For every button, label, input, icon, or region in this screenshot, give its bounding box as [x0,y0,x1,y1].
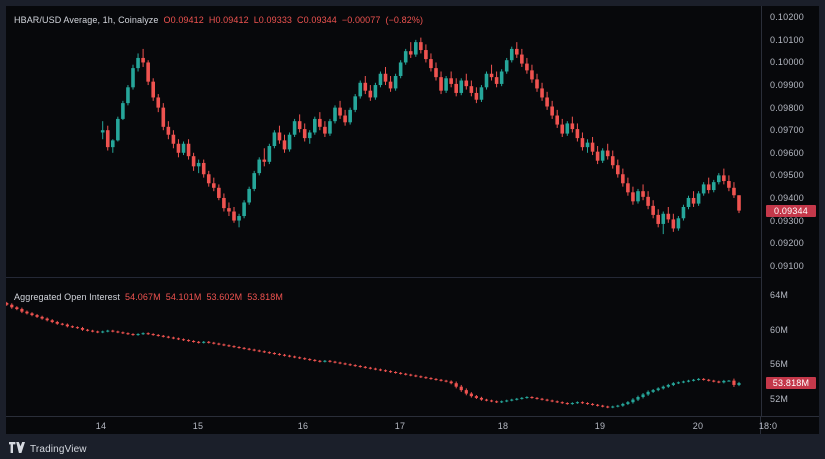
brand-name: TradingView [30,443,87,455]
time-axis-tick: 15 [192,421,204,431]
tradingview-logo-icon [9,440,25,458]
open-interest-series [6,301,741,409]
time-axis-edge [760,417,761,434]
current-oi-badge[interactable]: 53.818M [766,377,816,390]
price-axis-tick: 0.10100 [770,34,804,45]
time-axis-tick: 18 [497,421,509,431]
oi-axis-tick: 60M [770,324,789,335]
time-axis-tick: 20 [692,421,704,431]
price-axis-tick: 0.10000 [770,57,804,68]
price-axis-tick: 0.09600 [770,147,804,158]
chart-panes[interactable] [6,6,761,416]
current-price-badge[interactable]: 0.09344 [766,204,816,217]
price-axis-tick: 0.09200 [770,238,804,249]
chart-frame: HBAR/USD Average, 1h, Coinalyze O0.09412 H… [6,6,819,434]
tradingview-logo[interactable]: TradingView [9,440,87,458]
time-axis-tick: 19 [594,421,606,431]
candlestick-series [100,37,741,235]
price-axis-tick: 0.09700 [770,125,804,136]
oi-axis-tick: 64M [770,290,789,301]
footer-bar: TradingView [0,434,825,459]
time-axis-tick: 16 [297,421,309,431]
time-axis-tick: 14 [95,421,107,431]
price-axis-tick: 0.09500 [770,170,804,181]
price-axis-tick: 0.09300 [770,215,804,226]
price-axis-tick: 0.10200 [770,12,804,23]
pane-divider[interactable] [6,277,761,278]
price-axis-tick: 0.09100 [770,260,804,271]
time-axis-tick: 18:0 [758,421,778,431]
price-pane[interactable] [6,6,761,277]
oi-axis-tick: 52M [770,393,789,404]
right-axis-column[interactable]: 0.10200 0.10100 0.10000 0.09900 0.09800 0.097… [761,6,819,416]
price-axis-tick: 0.09900 [770,80,804,91]
time-axis[interactable]: 14 15 16 17 18 19 20 18:0 [6,416,819,434]
price-axis-tick: 0.09800 [770,102,804,113]
price-axis-tick: 0.09400 [770,192,804,203]
oi-axis-tick: 56M [770,359,789,370]
time-axis-tick: 17 [394,421,406,431]
open-interest-pane[interactable] [6,278,761,416]
